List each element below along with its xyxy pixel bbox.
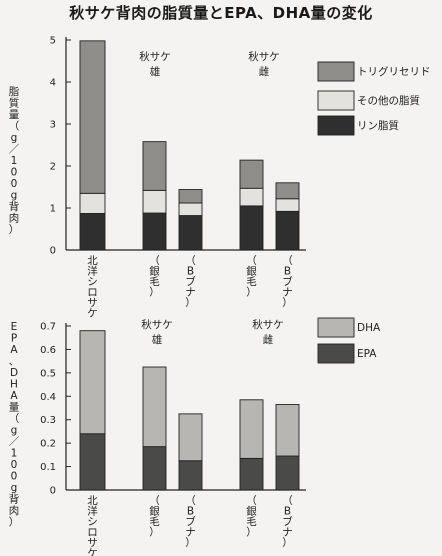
bar-segment [79,213,106,251]
group-label-line2: 雄 [150,65,161,78]
group-label-line2: 雌 [259,65,270,78]
legend-swatch [317,61,355,82]
group-label-line1: 秋サケ [252,318,284,331]
bar-segment [178,460,203,491]
bar-segment [142,366,167,448]
bar-segment [142,189,167,214]
group-label-line1: 秋サケ [141,318,173,331]
category-label: （銀毛） [149,255,160,299]
bar-segment [178,189,203,204]
bar-segment [239,205,264,251]
bar-segment [275,404,300,457]
y-tick-label: 0.7 [40,322,56,333]
y-tick-label: 4 [50,78,56,89]
category-label: （B ブナ） [282,495,293,549]
legend-label: EPA [357,348,377,360]
y-tick-label: 3 [50,120,56,131]
y-tick-label: 0.5 [40,368,56,379]
category-label: （B ブナ） [282,255,293,309]
bar-segment [142,141,167,191]
figure-title: 秋サケ背肉の脂質量とEPA、DHA量の変化 [69,4,373,22]
category-label: （銀毛） [149,495,160,539]
lipid-chart: 0 1 2 3 4 5 脂質量（ g ／ 1 0 0 g 背肉） 北洋シロサケ （銀毛） （ B ブナ） （銀毛） （ B… [9,36,431,320]
legend-label: リン脂質 [357,119,399,132]
group-label-line2: 雄 [152,333,163,346]
y-tick-label: 0.1 [40,462,56,473]
y-tick-label: 1 [50,204,56,215]
y-tick-label: 5 [50,36,56,47]
category-label: 北洋シロサケ [87,255,98,320]
bar-segment [239,159,264,189]
y-tick-label: 0.6 [40,345,56,356]
legend-label: DHA [357,322,381,334]
epa-dha-chart: 0 0.1 0.2 0.3 0.4 0.5 0.6 0.7 E P A、 D H A 量（ g ／ 1 0 0 g 背肉）… [9,317,381,556]
legend-label: トリグリセリド [357,65,431,78]
bar-segment [275,198,300,212]
legend-swatch [317,317,355,338]
legend-swatch [317,343,355,364]
category-label: （B ブナ） [185,255,196,309]
category-label: （銀毛） [246,495,257,539]
bar-segment [239,187,264,207]
legend-swatch [317,115,355,136]
bar-segment [142,212,167,251]
bar-segment [142,446,167,491]
bar-segment [275,182,300,200]
y-tick-label: 0 [50,486,56,497]
y-tick-label: 2 [50,162,56,173]
bar-segment [275,455,300,491]
bar-segment [79,433,106,491]
legend-swatch [317,90,355,111]
category-label: （銀毛） [246,255,257,299]
category-label: 北洋シロサケ [87,495,98,556]
y-axis-label: 脂質量（ g ／ 1 0 0 g 背肉） [9,85,20,236]
bar-segment [79,192,106,214]
y-axis-label: E P A、 D H A 量（ g ／ 1 0 0 g 背肉） [9,321,20,529]
y-tick-label: 0 [50,246,56,257]
bar-segment [79,330,106,435]
y-tick-label: 0.2 [40,439,56,450]
y-tick-label: 0.3 [40,415,56,426]
y-tick-label: 0.4 [40,392,56,403]
bar-segment [178,413,203,462]
bar-segment [239,399,264,459]
bar-segment [239,457,264,491]
category-label: （B ブナ） [185,495,196,549]
bar-segment [79,40,106,194]
bar-segment [178,202,203,217]
group-label-line2: 雌 [263,333,274,346]
group-label-line1: 秋サケ [248,50,280,63]
group-label-line1: 秋サケ [139,50,171,63]
bar-segment [178,215,203,251]
bar-segment [275,210,300,251]
legend-label: その他の脂質 [357,94,420,107]
